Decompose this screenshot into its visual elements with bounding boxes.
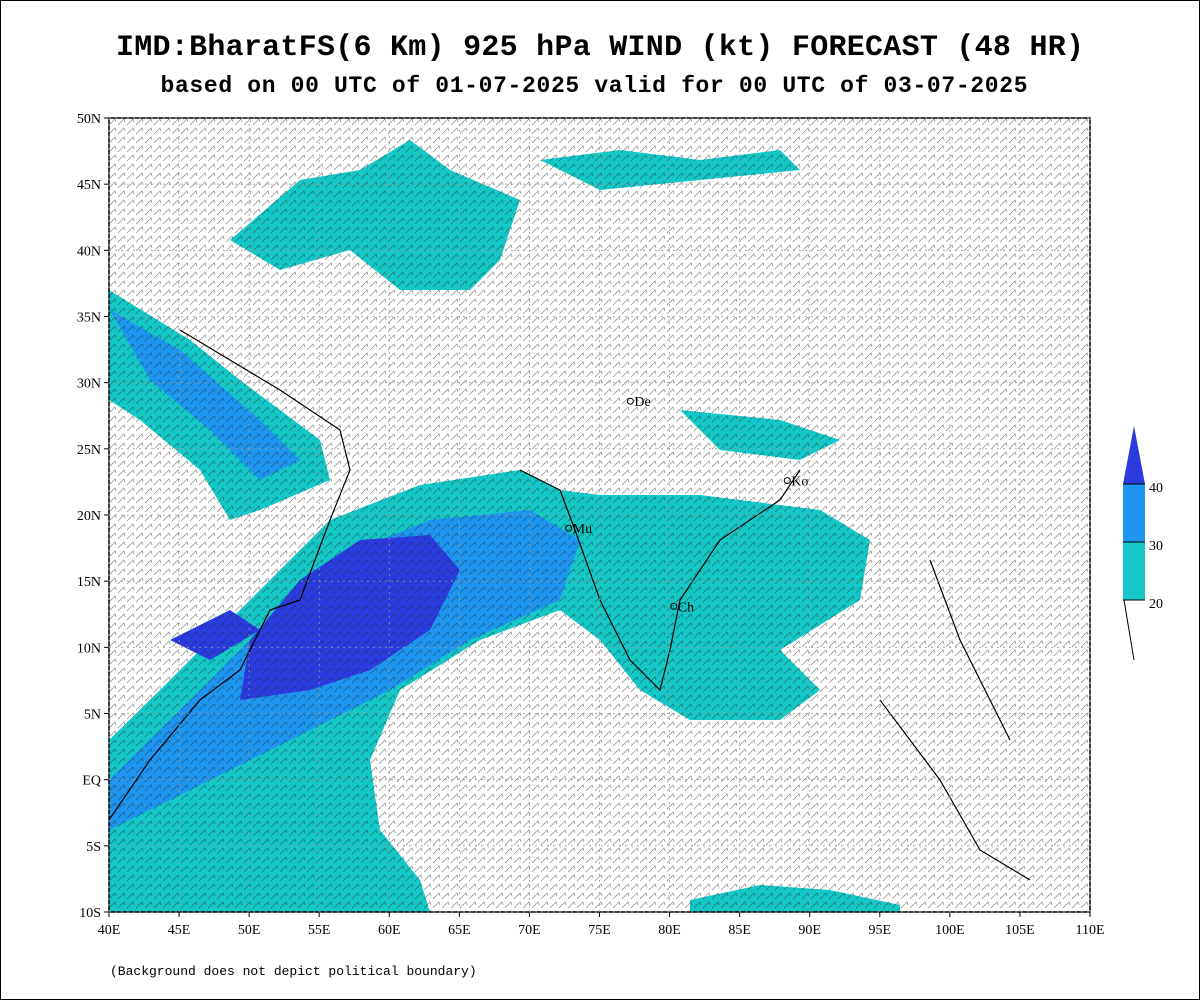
city-marker: [626, 397, 634, 405]
y-tick-label: 25N: [77, 443, 101, 458]
y-tick-label: 5S: [86, 840, 101, 855]
colorbar-segment: [1123, 484, 1145, 542]
y-tick-label: 20N: [77, 509, 101, 524]
y-tick-label: 5N: [84, 708, 101, 723]
x-tick-label: 60E: [378, 923, 401, 938]
y-tick-label: 40N: [77, 244, 101, 259]
x-tick-label: 95E: [869, 923, 892, 938]
colorbar-label: 30: [1149, 539, 1163, 554]
x-tick-label: 105E: [1005, 923, 1035, 938]
x-tick-label: 65E: [448, 923, 471, 938]
title: IMD:BharatFS(6 Km) 925 hPa WIND (kt) FOR…: [116, 31, 1084, 65]
x-tick-label: 100E: [935, 923, 965, 938]
y-tick-label: 50N: [77, 112, 101, 127]
x-tick-label: 70E: [518, 923, 541, 938]
x-tick-label: 45E: [168, 923, 191, 938]
y-tick-label: 15N: [77, 575, 101, 590]
x-tick-label: 75E: [588, 923, 611, 938]
colorbar-label: 20: [1149, 597, 1163, 612]
city-marker: [565, 524, 573, 532]
y-tick-label: 35N: [77, 311, 101, 326]
city-label: Ko: [791, 475, 808, 490]
y-tick-label: 30N: [77, 377, 101, 392]
city-label: De: [634, 395, 650, 410]
y-tick-label: EQ: [82, 774, 101, 789]
colorbar-extension: [1123, 426, 1145, 484]
x-tick-label: 110E: [1075, 923, 1104, 938]
city-label: Ch: [678, 600, 694, 615]
subtitle: based on 00 UTC of 01-07-2025 valid for …: [161, 73, 1028, 99]
x-tick-label: 55E: [308, 923, 331, 938]
x-tick-label: 90E: [798, 923, 821, 938]
colorbar-segment: [1123, 542, 1145, 600]
x-tick-label: 80E: [658, 923, 681, 938]
city-marker: [670, 602, 678, 610]
x-tick-label: 85E: [728, 923, 751, 938]
y-tick-label: 10N: [77, 641, 101, 656]
colorbar-tail: [1123, 599, 1135, 661]
x-tick-label: 50E: [238, 923, 261, 938]
y-tick-label: 45N: [77, 178, 101, 193]
y-tick-label: 10S: [79, 906, 101, 921]
city-label: Mu: [573, 522, 592, 537]
footnote: (Background does not depict political bo…: [110, 964, 477, 979]
colorbar-label: 40: [1149, 481, 1163, 496]
city-marker: [783, 477, 791, 485]
x-tick-label: 40E: [98, 923, 121, 938]
